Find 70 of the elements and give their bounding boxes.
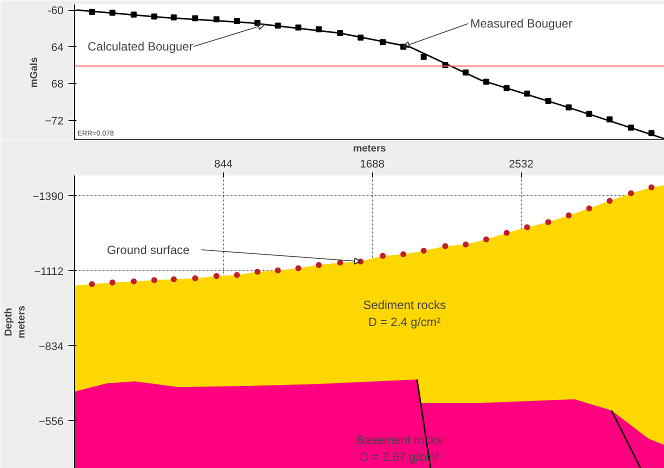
point — [274, 22, 281, 29]
annotation: Sediment rocks D = 2.4 g/cm² — [363, 298, 446, 329]
point — [462, 70, 469, 76]
y-tick-label: 64 — [51, 42, 64, 54]
point — [648, 130, 654, 136]
point — [234, 18, 240, 24]
y-tick-label: −72 — [44, 115, 64, 128]
x-tick-label: 1688 — [360, 158, 384, 170]
point — [545, 98, 552, 104]
point — [420, 54, 427, 60]
point — [566, 104, 572, 110]
annotation: Ground surface — [106, 242, 190, 257]
point — [88, 8, 95, 15]
point — [170, 14, 177, 20]
point — [254, 268, 260, 275]
point — [234, 272, 240, 278]
x-axis-title: meters — [353, 144, 386, 154]
x-tick-label: 844 — [214, 158, 233, 170]
y-axis-title: Depth meters — [3, 305, 28, 338]
point — [648, 184, 654, 190]
point — [628, 124, 634, 131]
point — [192, 15, 198, 22]
point — [606, 198, 613, 204]
point — [337, 30, 344, 36]
y-tick-label: −556 — [38, 416, 64, 428]
point — [151, 13, 158, 20]
point — [213, 273, 220, 280]
point — [483, 236, 490, 242]
annotation: Calculated Bouguer — [88, 39, 194, 54]
point — [420, 248, 427, 254]
point — [483, 78, 490, 85]
point — [504, 85, 510, 92]
point — [316, 26, 322, 32]
point — [213, 16, 220, 22]
point — [442, 243, 448, 250]
point — [295, 24, 302, 30]
y-tick-label: −834 — [38, 340, 64, 353]
point — [400, 251, 406, 258]
point — [109, 280, 116, 286]
point — [462, 242, 469, 248]
point — [130, 12, 137, 18]
y-axis-title: mGals — [28, 56, 40, 88]
point — [586, 110, 592, 117]
point — [170, 276, 177, 282]
point — [295, 265, 302, 272]
point — [316, 262, 322, 268]
y-tick-label: −1390 — [32, 190, 64, 203]
point — [130, 278, 137, 284]
x-tick-label: 2532 — [508, 158, 534, 170]
point — [380, 39, 386, 46]
point — [504, 230, 510, 236]
point — [524, 224, 530, 230]
point — [109, 10, 116, 16]
point — [151, 277, 158, 284]
point — [566, 212, 572, 218]
point — [524, 90, 530, 97]
y-tick-label: -60 — [48, 5, 64, 18]
point — [606, 116, 613, 122]
point — [586, 205, 592, 212]
point — [337, 260, 344, 266]
point — [274, 267, 281, 274]
y-tick-label: 68 — [51, 78, 64, 91]
point — [380, 252, 386, 259]
point — [192, 275, 198, 282]
point — [358, 34, 364, 41]
annotation: Measured Bouguer — [470, 16, 572, 31]
point — [545, 219, 552, 226]
y-tick-label: −1112 — [34, 266, 64, 278]
point — [628, 190, 634, 196]
point — [88, 281, 95, 288]
